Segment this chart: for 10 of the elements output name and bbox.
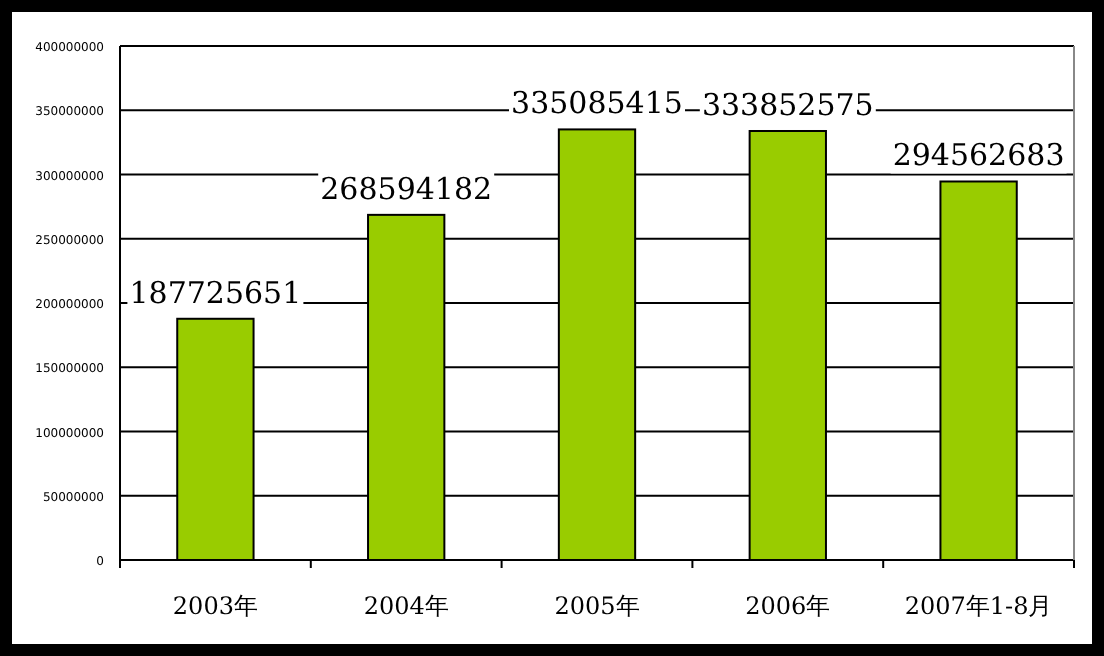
x-tick-label: 2007年1-8月 (904, 592, 1053, 620)
x-tick-label: 2005年 (554, 592, 640, 620)
x-tick-label: 2003年 (172, 592, 258, 620)
data-label: 333852575 (701, 87, 874, 123)
data-label: 335085415 (511, 85, 683, 122)
data-label: 294562683 (892, 137, 1065, 174)
x-tick-label: 2006年 (745, 592, 831, 620)
data-label: 187725651 (129, 274, 302, 311)
x-tick-label: 2004年 (363, 592, 449, 620)
data-label: 268594182 (320, 170, 493, 207)
